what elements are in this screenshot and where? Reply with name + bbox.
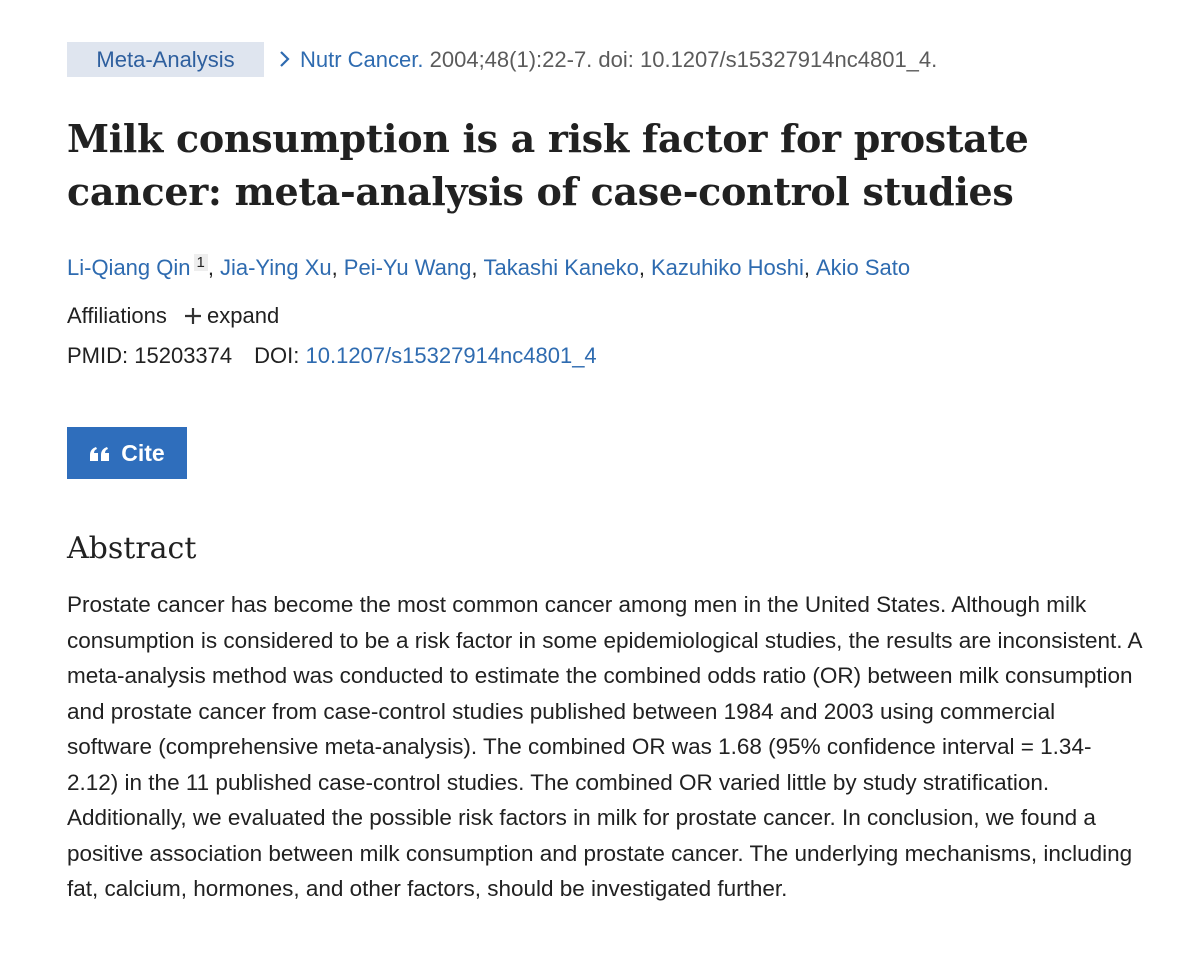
publication-type[interactable]: Meta-Analysis [67, 42, 264, 77]
author-list: Li-Qiang Qin 1, Jia-Ying Xu, Pei-Yu Wang, Ta… [67, 246, 910, 285]
chevron-icon [280, 51, 290, 67]
plus-icon[interactable] [183, 306, 203, 326]
doi-link[interactable]: 10.1207/s15327914nc4801_4 [305, 343, 597, 368]
author-separator: , [331, 255, 338, 280]
author-separator: , [471, 255, 478, 280]
abstract-heading: Abstract [67, 531, 197, 566]
quote-icon [90, 446, 110, 461]
doi-label: DOI: [254, 343, 300, 368]
pmid: 15203374 [134, 343, 233, 368]
author-separator: , [207, 255, 214, 280]
article-title: Milk consumption is a risk factor for pr… [67, 116, 1029, 214]
author-link[interactable]: Jia-Ying Xu [219, 255, 332, 280]
cite-button[interactable]: Cite [67, 427, 187, 479]
cite-label: Cite [121, 439, 165, 466]
author-link[interactable]: Li-Qiang Qin [67, 255, 191, 280]
affiliations: Affiliations expand [67, 300, 279, 332]
abstract-text: Prostate cancer has become the most comm… [67, 592, 1142, 901]
author-separator: , [638, 255, 645, 280]
citation: 2004;48(1):22-7. doi: 10.1207/s15327914n… [429, 47, 938, 72]
author-link[interactable]: Pei-Yu Wang [343, 255, 472, 280]
author-link[interactable]: Akio Sato [815, 255, 911, 280]
affiliations-label: Affiliations [67, 303, 167, 328]
author-link[interactable]: Takashi Kaneko [483, 255, 639, 280]
author-separator: , [803, 255, 810, 280]
journal-line: Nutr Cancer. 2004;48(1):22-7. doi: 10.12… [278, 44, 937, 76]
affiliation-number[interactable]: 1 [193, 254, 208, 271]
author-link[interactable]: Kazuhiko Hoshi [650, 255, 804, 280]
pmid-label: PMID: [67, 343, 129, 368]
expand-toggle[interactable]: expand [207, 303, 280, 328]
journal-link[interactable]: Nutr Cancer. [300, 47, 424, 72]
identifiers: PMID: 15203374 DOI: 10.1207/s15327914nc48… [67, 340, 597, 372]
